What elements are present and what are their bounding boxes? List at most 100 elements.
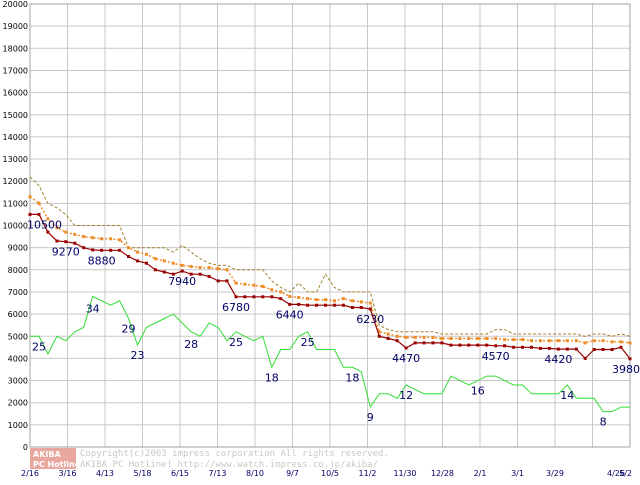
point-price_avg <box>592 339 596 343</box>
point-price_avg <box>180 263 184 267</box>
point-price_avg <box>306 297 310 301</box>
x-tick-label: 8/10 <box>246 469 264 478</box>
point-price_avg <box>324 298 327 302</box>
point-price_min <box>324 303 327 307</box>
x-tick-label: 10/5 <box>321 469 339 478</box>
point-price_avg <box>37 201 41 205</box>
point-price_avg <box>467 337 471 340</box>
point-price_min <box>431 341 435 345</box>
point-price_min <box>413 341 417 345</box>
point-price_min <box>136 259 139 263</box>
point-price_avg <box>565 339 569 343</box>
point-price_avg <box>252 283 256 287</box>
point-price_avg <box>91 236 95 240</box>
point-price_avg <box>279 290 283 294</box>
x-tick-label: 4/13 <box>96 469 114 478</box>
y-tick-label: 0 <box>23 443 28 452</box>
point-price_avg <box>73 232 77 236</box>
series-line-price_avg <box>29 196 631 344</box>
point-price_avg <box>422 335 426 339</box>
data-label: 6440 <box>276 308 304 321</box>
point-price_min <box>368 307 372 311</box>
point-price_avg <box>234 281 238 285</box>
x-tick-label: 12/28 <box>431 469 454 478</box>
point-price_min <box>333 303 336 307</box>
watermark: AKIBA PC Hotline! Copyright(c)2003 impre… <box>30 448 389 470</box>
data-label: 25 <box>301 336 315 349</box>
data-label: 23 <box>131 349 145 362</box>
y-tick-label: 18000 <box>3 44 28 53</box>
point-price_avg <box>431 335 435 339</box>
grid-layer <box>29 3 631 448</box>
x-tick-label: 11/2 <box>359 469 377 478</box>
data-label: 4570 <box>482 350 510 363</box>
point-price_min <box>556 347 560 351</box>
point-price_avg <box>583 341 587 345</box>
point-price_min <box>37 212 41 216</box>
point-price_avg <box>359 300 363 304</box>
point-price_min <box>422 341 426 345</box>
data-label: 14 <box>560 389 574 402</box>
point-price_min <box>153 268 157 272</box>
x-tick-label: 11/30 <box>393 469 416 478</box>
point-price_avg <box>476 337 480 340</box>
point-price_min <box>171 272 175 276</box>
y-tick-label: 4000 <box>8 354 28 363</box>
data-label: 18 <box>265 371 279 384</box>
point-price_min <box>279 297 283 301</box>
point-price_min <box>449 343 453 347</box>
point-price_min <box>91 248 95 252</box>
data-label: 4420 <box>544 353 572 366</box>
data-label: 25 <box>32 340 46 353</box>
point-price_min <box>538 346 542 350</box>
y-tick-label: 2000 <box>8 399 28 408</box>
x-tick-label: 3/29 <box>546 469 564 478</box>
watermark-copyright: Copyright(c)2003 impress corporation All… <box>80 449 389 459</box>
y-tick-label: 20000 <box>3 0 28 9</box>
point-price_avg <box>144 252 148 256</box>
point-price_avg <box>127 246 130 250</box>
point-price_min <box>180 269 184 273</box>
point-price_avg <box>225 268 229 272</box>
point-price_avg <box>341 297 345 301</box>
point-price_avg <box>440 337 444 340</box>
point-price_avg <box>28 195 32 199</box>
point-price_avg <box>82 235 86 239</box>
point-price_min <box>476 343 480 347</box>
point-price_avg <box>449 337 453 340</box>
point-price_avg <box>601 339 605 343</box>
point-price_avg <box>100 237 104 241</box>
point-price_avg <box>485 337 489 340</box>
point-price_avg <box>315 298 319 302</box>
data-label: 12 <box>399 389 413 402</box>
point-price_min <box>234 295 238 299</box>
y-tick-label: 7000 <box>8 288 28 297</box>
y-tick-label: 16000 <box>3 89 28 98</box>
point-price_avg <box>55 226 59 230</box>
x-tick-label: 3/1 <box>511 469 524 478</box>
point-price_avg <box>288 294 292 298</box>
point-price_avg <box>118 238 122 242</box>
point-price_min <box>261 295 265 299</box>
point-price_avg <box>503 338 507 342</box>
point-price_min <box>494 344 498 348</box>
point-price_min <box>225 279 229 283</box>
point-price_avg <box>521 338 524 342</box>
y-tick-label: 5000 <box>8 332 28 341</box>
point-price_min <box>28 212 32 216</box>
point-price_min <box>341 303 345 307</box>
point-price_avg <box>136 250 139 254</box>
point-price_avg <box>386 332 390 336</box>
point-price_avg <box>628 341 632 345</box>
point-price_min <box>46 230 50 234</box>
point-price_min <box>144 261 148 265</box>
data-label: 7940 <box>168 275 196 288</box>
point-price_min <box>207 274 211 278</box>
point-price_avg <box>162 259 166 263</box>
point-price_min <box>55 239 59 243</box>
x-tick-label: 6/15 <box>171 469 189 478</box>
watermark-url: AKIBA PC Hotline! http://www.watch.impre… <box>80 460 378 470</box>
point-price_min <box>118 248 122 252</box>
